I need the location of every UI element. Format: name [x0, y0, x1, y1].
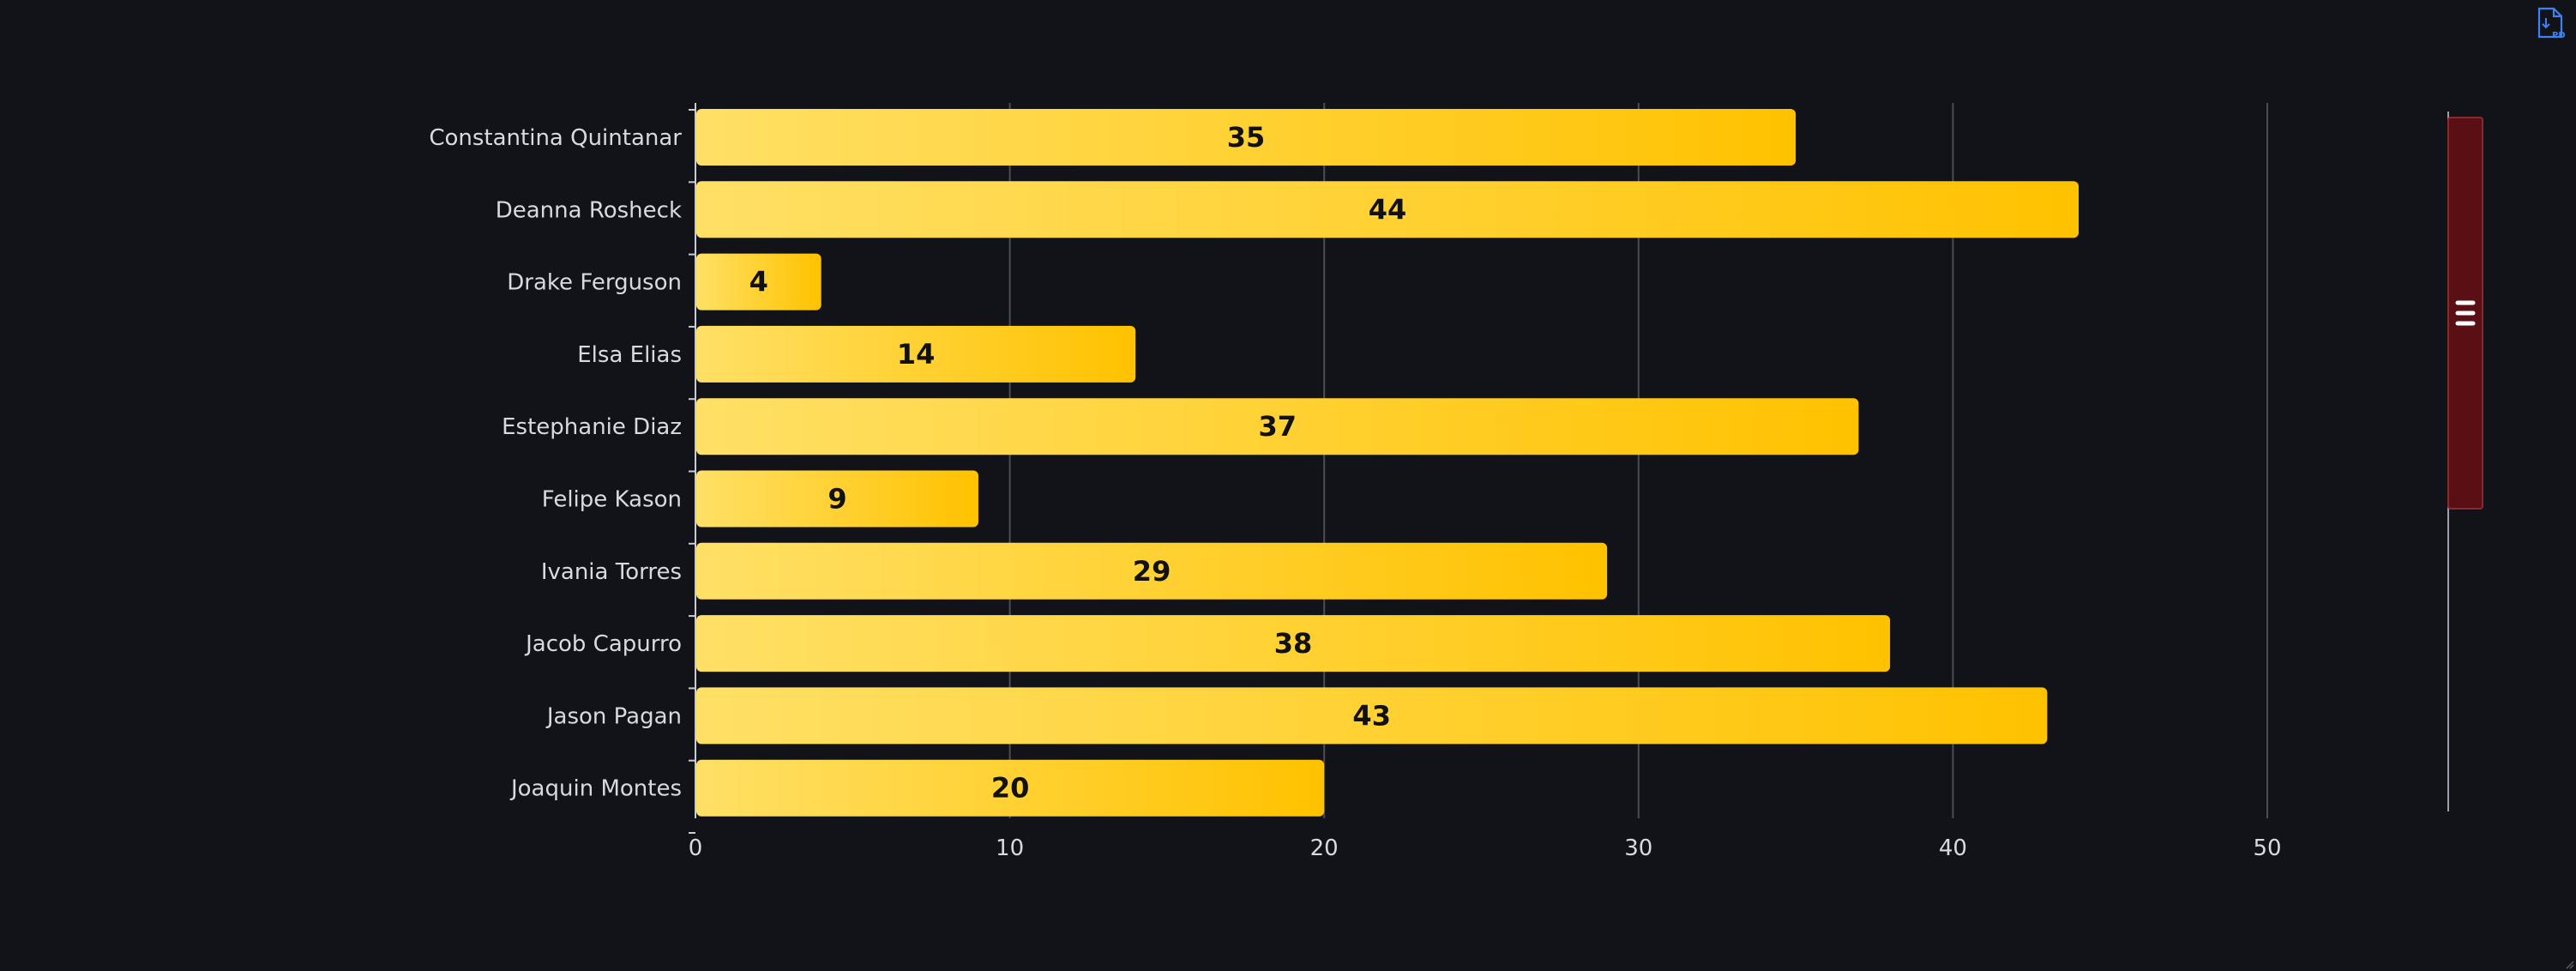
- scrollbar[interactable]: [2447, 112, 2483, 811]
- data-label: 37: [1258, 410, 1297, 443]
- category-label: Constantina Quintanar: [429, 125, 682, 151]
- x-tick-label: 0: [689, 835, 703, 861]
- data-label: 14: [897, 338, 936, 371]
- y-axis: [689, 103, 696, 834]
- bars: [696, 109, 2079, 817]
- category-label: Deanna Rosheck: [496, 197, 682, 223]
- category-label: Jacob Capurro: [524, 631, 682, 657]
- bar: [696, 398, 1859, 455]
- x-tick-labels: 0 10 20 30 40 50: [689, 835, 2282, 861]
- category-label: Felipe Kason: [542, 487, 682, 513]
- pdf-label: PDF: [2552, 31, 2566, 40]
- category-label: Joaquin Montes: [509, 776, 682, 802]
- bar: [696, 325, 1136, 383]
- bar: [696, 759, 1325, 817]
- bar: [696, 253, 822, 311]
- x-tick-label: 50: [2253, 835, 2281, 861]
- bar: [696, 542, 1608, 600]
- data-label: 35: [1227, 121, 1266, 154]
- bar: [696, 687, 2048, 745]
- data-label: 4: [749, 266, 768, 299]
- category-label: Drake Ferguson: [507, 270, 682, 296]
- category-labels: Constantina Quintanar Deanna Rosheck Drake…: [429, 125, 682, 802]
- pdf-export-icon[interactable]: PDF: [2537, 7, 2566, 41]
- bar: [696, 615, 1891, 672]
- scrollbar-grip-icon[interactable]: [2455, 300, 2476, 326]
- data-label: 20: [991, 772, 1030, 805]
- x-tick-label: 20: [1310, 835, 1339, 861]
- bar: [696, 470, 978, 528]
- x-tick-label: 30: [1624, 835, 1652, 861]
- bar: [696, 109, 1797, 166]
- data-label: 43: [1352, 699, 1391, 732]
- x-tick-label: 10: [996, 835, 1024, 861]
- data-label: 44: [1369, 193, 1407, 226]
- x-tick-label: 40: [1939, 835, 1967, 861]
- data-label: 38: [1274, 627, 1313, 660]
- resize-grip-icon[interactable]: [2564, 959, 2574, 969]
- bar: [696, 181, 2079, 238]
- data-label: 29: [1133, 555, 1171, 588]
- category-label: Estephanie Diaz: [502, 414, 682, 440]
- category-label: Elsa Elias: [577, 342, 682, 368]
- category-label: Ivania Torres: [541, 559, 682, 585]
- data-label: 9: [828, 483, 846, 516]
- category-label: Jason Pagan: [545, 703, 682, 729]
